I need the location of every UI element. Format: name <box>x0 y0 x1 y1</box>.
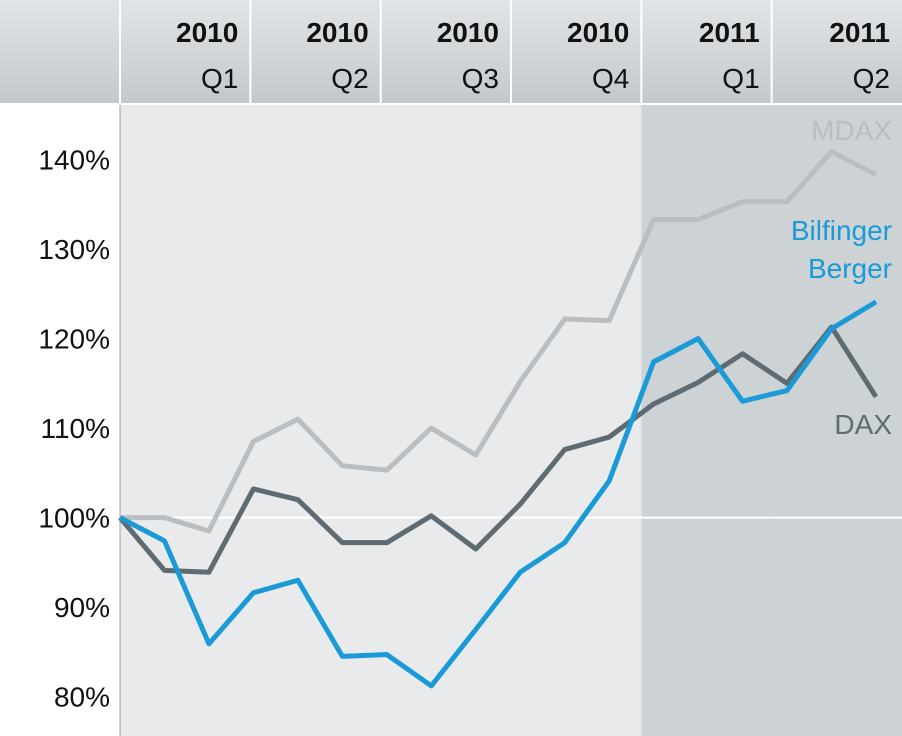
y-tick-label: 140% <box>38 145 110 176</box>
highlight-region <box>641 105 772 736</box>
header-band <box>0 0 902 103</box>
y-tick-label: 90% <box>54 592 110 623</box>
column-year: 2010 <box>306 17 368 48</box>
y-tick-label: 130% <box>38 234 110 265</box>
column-quarter: Q4 <box>592 63 629 94</box>
y-tick-label: 120% <box>38 324 110 355</box>
column-year: 2011 <box>699 17 760 48</box>
column-year: 2010 <box>567 17 629 48</box>
column-quarter: Q1 <box>201 63 238 94</box>
series-line <box>120 149 878 534</box>
highlight-region <box>771 105 902 736</box>
series-label: MDAX <box>811 115 892 146</box>
column-quarter: Q3 <box>462 63 499 94</box>
column-quarter: Q1 <box>722 63 759 94</box>
column-year: 2010 <box>176 17 238 48</box>
column-year: 2011 <box>829 17 890 48</box>
column-quarter: Q2 <box>853 63 890 94</box>
y-tick-label: 80% <box>54 682 110 713</box>
series-line <box>118 324 879 575</box>
column-quarter: Q2 <box>331 63 368 94</box>
y-tick-label: 110% <box>40 413 110 444</box>
series-line <box>118 299 878 689</box>
y-tick-label: 100% <box>38 503 110 534</box>
series-label: Bilfinger Berger <box>790 215 892 284</box>
column-year: 2010 <box>437 17 499 48</box>
series-label: DAX <box>834 409 892 440</box>
